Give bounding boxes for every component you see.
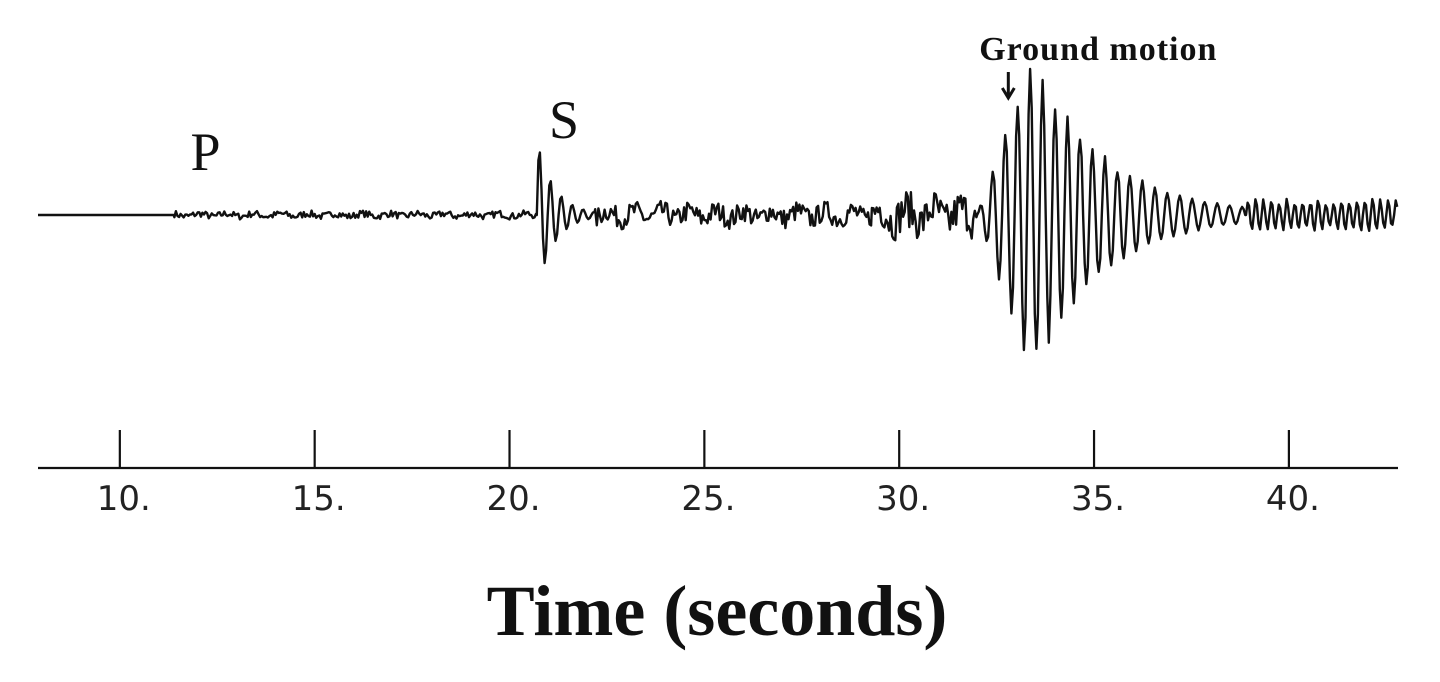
ground-motion-arrow-icon bbox=[1001, 72, 1016, 101]
seismogram-trace bbox=[38, 67, 1399, 352]
ground-motion-annotation: Ground motion bbox=[979, 31, 1217, 68]
s-wave-label: S bbox=[549, 90, 579, 150]
x-tick-label: 35. bbox=[1071, 479, 1125, 519]
x-tick-label: 20. bbox=[486, 479, 540, 519]
x-axis-title: Time (seconds) bbox=[487, 571, 948, 651]
x-tick-label: 15. bbox=[292, 479, 346, 519]
x-tick-label: 30. bbox=[876, 479, 930, 519]
p-wave-label: P bbox=[191, 122, 221, 182]
x-axis-ticks: 10. 15. 20. 25. 30. 35. 40. bbox=[97, 430, 1320, 519]
x-tick-label: 40. bbox=[1266, 479, 1320, 519]
x-tick-label: 10. bbox=[97, 479, 151, 519]
x-tick-label: 25. bbox=[681, 479, 735, 519]
